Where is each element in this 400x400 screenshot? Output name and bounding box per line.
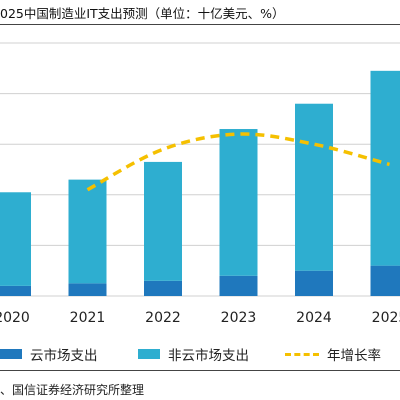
bar-noncloud-2022 <box>144 161 182 281</box>
x-tick-label: 2025 <box>372 310 400 326</box>
bar-noncloud-2024 <box>295 103 333 271</box>
gridlines <box>0 42 400 297</box>
legend-swatch-cloud <box>0 349 22 359</box>
source-divider <box>0 370 400 371</box>
legend-item-noncloud: 非云市场支出 <box>138 343 249 365</box>
bar-cloud-2024 <box>295 270 333 296</box>
chart-title: 025中国制造业IT支出预测（单位：十亿美元、%） <box>0 6 285 21</box>
bar-noncloud-2023 <box>219 129 258 276</box>
bar-noncloud-2021 <box>68 179 107 284</box>
bar-cloud-2023 <box>219 275 258 296</box>
bar-noncloud-2020 <box>0 192 31 286</box>
bar-noncloud-2025 <box>370 70 400 266</box>
bar-cloud-2022 <box>144 280 182 296</box>
bar-cloud-2020 <box>0 285 31 296</box>
source-note: 、国信证券经济研究所整理 <box>0 383 145 397</box>
legend-swatch-noncloud <box>138 349 160 359</box>
x-tick-label: 2022 <box>145 310 181 326</box>
title-divider <box>0 24 400 25</box>
bars <box>0 70 400 296</box>
bar-cloud-2021 <box>68 283 107 296</box>
legend-label-growth: 年增长率 <box>327 348 381 364</box>
bar-cloud-2025 <box>370 265 400 296</box>
legend-swatch-growth <box>285 352 319 356</box>
legend-item-growth: 年增长率 <box>285 343 381 365</box>
legend-item-cloud: 云市场支出 <box>0 343 98 365</box>
x-tick-label: 2023 <box>221 310 257 326</box>
growth-line <box>86 132 390 192</box>
x-tick-label: 2021 <box>70 310 106 326</box>
legend-label-cloud: 云市场支出 <box>30 348 98 364</box>
x-tick-label: 2024 <box>296 310 332 326</box>
legend: 云市场支出 非云市场支出 年增长率 <box>0 343 400 365</box>
legend-label-noncloud: 非云市场支出 <box>168 348 249 364</box>
growth-rate-line <box>86 132 390 192</box>
